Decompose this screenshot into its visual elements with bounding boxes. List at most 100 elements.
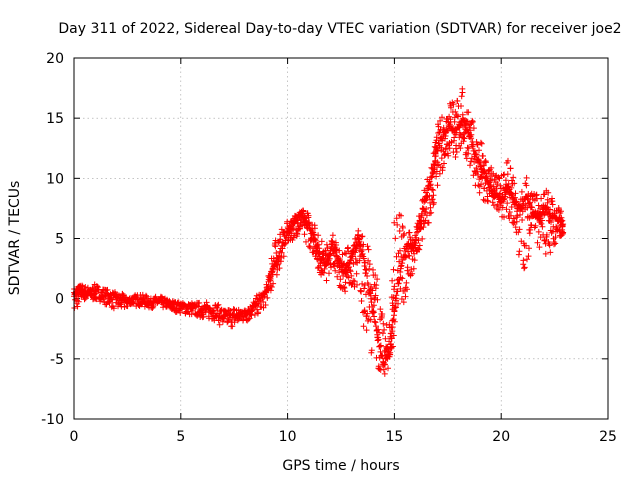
data-point — [463, 155, 470, 162]
data-point — [389, 324, 396, 331]
data-point — [347, 267, 353, 274]
data-point — [273, 250, 280, 256]
y-tick-label: -10 — [41, 412, 64, 428]
data-point — [340, 284, 347, 290]
data-point — [348, 272, 355, 279]
data-point — [356, 257, 363, 264]
data-point — [499, 204, 506, 211]
data-point — [526, 200, 533, 207]
data-point — [529, 204, 535, 211]
data-point — [329, 232, 336, 239]
data-point — [300, 208, 307, 215]
data-point — [410, 265, 417, 272]
x-tick-label: 10 — [279, 429, 297, 445]
data-point — [473, 165, 480, 171]
data-point — [364, 243, 371, 250]
data-point — [503, 206, 510, 213]
data-point — [267, 287, 274, 294]
data-point — [397, 247, 403, 254]
data-point — [465, 150, 472, 157]
data-point — [455, 113, 462, 120]
data-point — [536, 244, 543, 251]
data-point — [427, 204, 434, 211]
data-point — [526, 245, 532, 252]
data-point — [452, 108, 459, 115]
data-point — [150, 302, 157, 309]
data-point — [440, 124, 447, 131]
data-point — [375, 336, 382, 343]
data-point — [354, 281, 360, 288]
data-point — [367, 316, 374, 323]
data-point — [358, 288, 365, 295]
data-point — [359, 280, 366, 287]
data-point — [400, 232, 407, 239]
data-point — [439, 164, 446, 171]
data-point — [351, 248, 357, 255]
data-point — [370, 302, 377, 309]
data-point — [391, 318, 398, 325]
data-point — [370, 266, 376, 273]
x-tick-label: 0 — [70, 429, 79, 445]
data-point — [438, 155, 445, 162]
data-point — [430, 192, 437, 199]
data-point — [279, 245, 286, 252]
data-point — [458, 103, 464, 109]
data-point — [480, 169, 487, 176]
data-point — [459, 111, 466, 118]
data-point — [251, 311, 258, 318]
data-point — [387, 351, 394, 358]
data-point — [311, 225, 318, 232]
data-point — [289, 225, 296, 232]
data-point — [399, 275, 406, 282]
data-point — [357, 287, 364, 294]
data-point — [524, 256, 530, 263]
data-point — [342, 279, 349, 286]
data-point — [262, 302, 269, 308]
data-point — [323, 241, 330, 248]
data-point — [398, 296, 405, 302]
data-point — [372, 272, 379, 279]
data-point — [254, 306, 261, 313]
data-point — [215, 301, 222, 308]
data-point — [441, 160, 447, 167]
data-point — [513, 198, 520, 205]
data-point — [255, 300, 262, 307]
data-point — [472, 151, 479, 158]
data-point — [394, 221, 401, 228]
data-point — [268, 284, 275, 290]
data-point — [359, 246, 366, 253]
data-point — [391, 283, 398, 290]
data-point — [546, 242, 553, 249]
data-point — [368, 299, 375, 306]
data-point — [501, 214, 507, 221]
data-point — [371, 318, 378, 325]
data-point — [348, 257, 354, 264]
data-point — [376, 329, 382, 336]
data-point — [469, 117, 476, 124]
data-point — [358, 298, 365, 304]
data-point — [200, 313, 207, 320]
data-point — [476, 147, 482, 154]
data-point — [513, 218, 520, 225]
data-point — [467, 162, 473, 169]
data-point — [445, 152, 452, 159]
data-point — [234, 317, 241, 324]
data-point — [432, 153, 439, 159]
data-point — [427, 181, 434, 188]
data-point — [434, 182, 441, 189]
data-point — [520, 257, 527, 264]
data-point — [454, 98, 461, 104]
data-point — [552, 240, 559, 247]
data-point — [333, 246, 340, 253]
data-point — [363, 291, 369, 298]
data-point — [504, 171, 511, 178]
data-point — [435, 130, 442, 136]
chart-title: Day 311 of 2022, Sidereal Day-to-day VTE… — [58, 21, 621, 37]
data-point — [458, 93, 465, 100]
data-point — [110, 305, 117, 312]
data-point — [245, 316, 252, 323]
data-point — [364, 273, 371, 279]
data-point — [366, 261, 373, 268]
data-point — [360, 323, 367, 330]
data-point — [534, 239, 541, 246]
